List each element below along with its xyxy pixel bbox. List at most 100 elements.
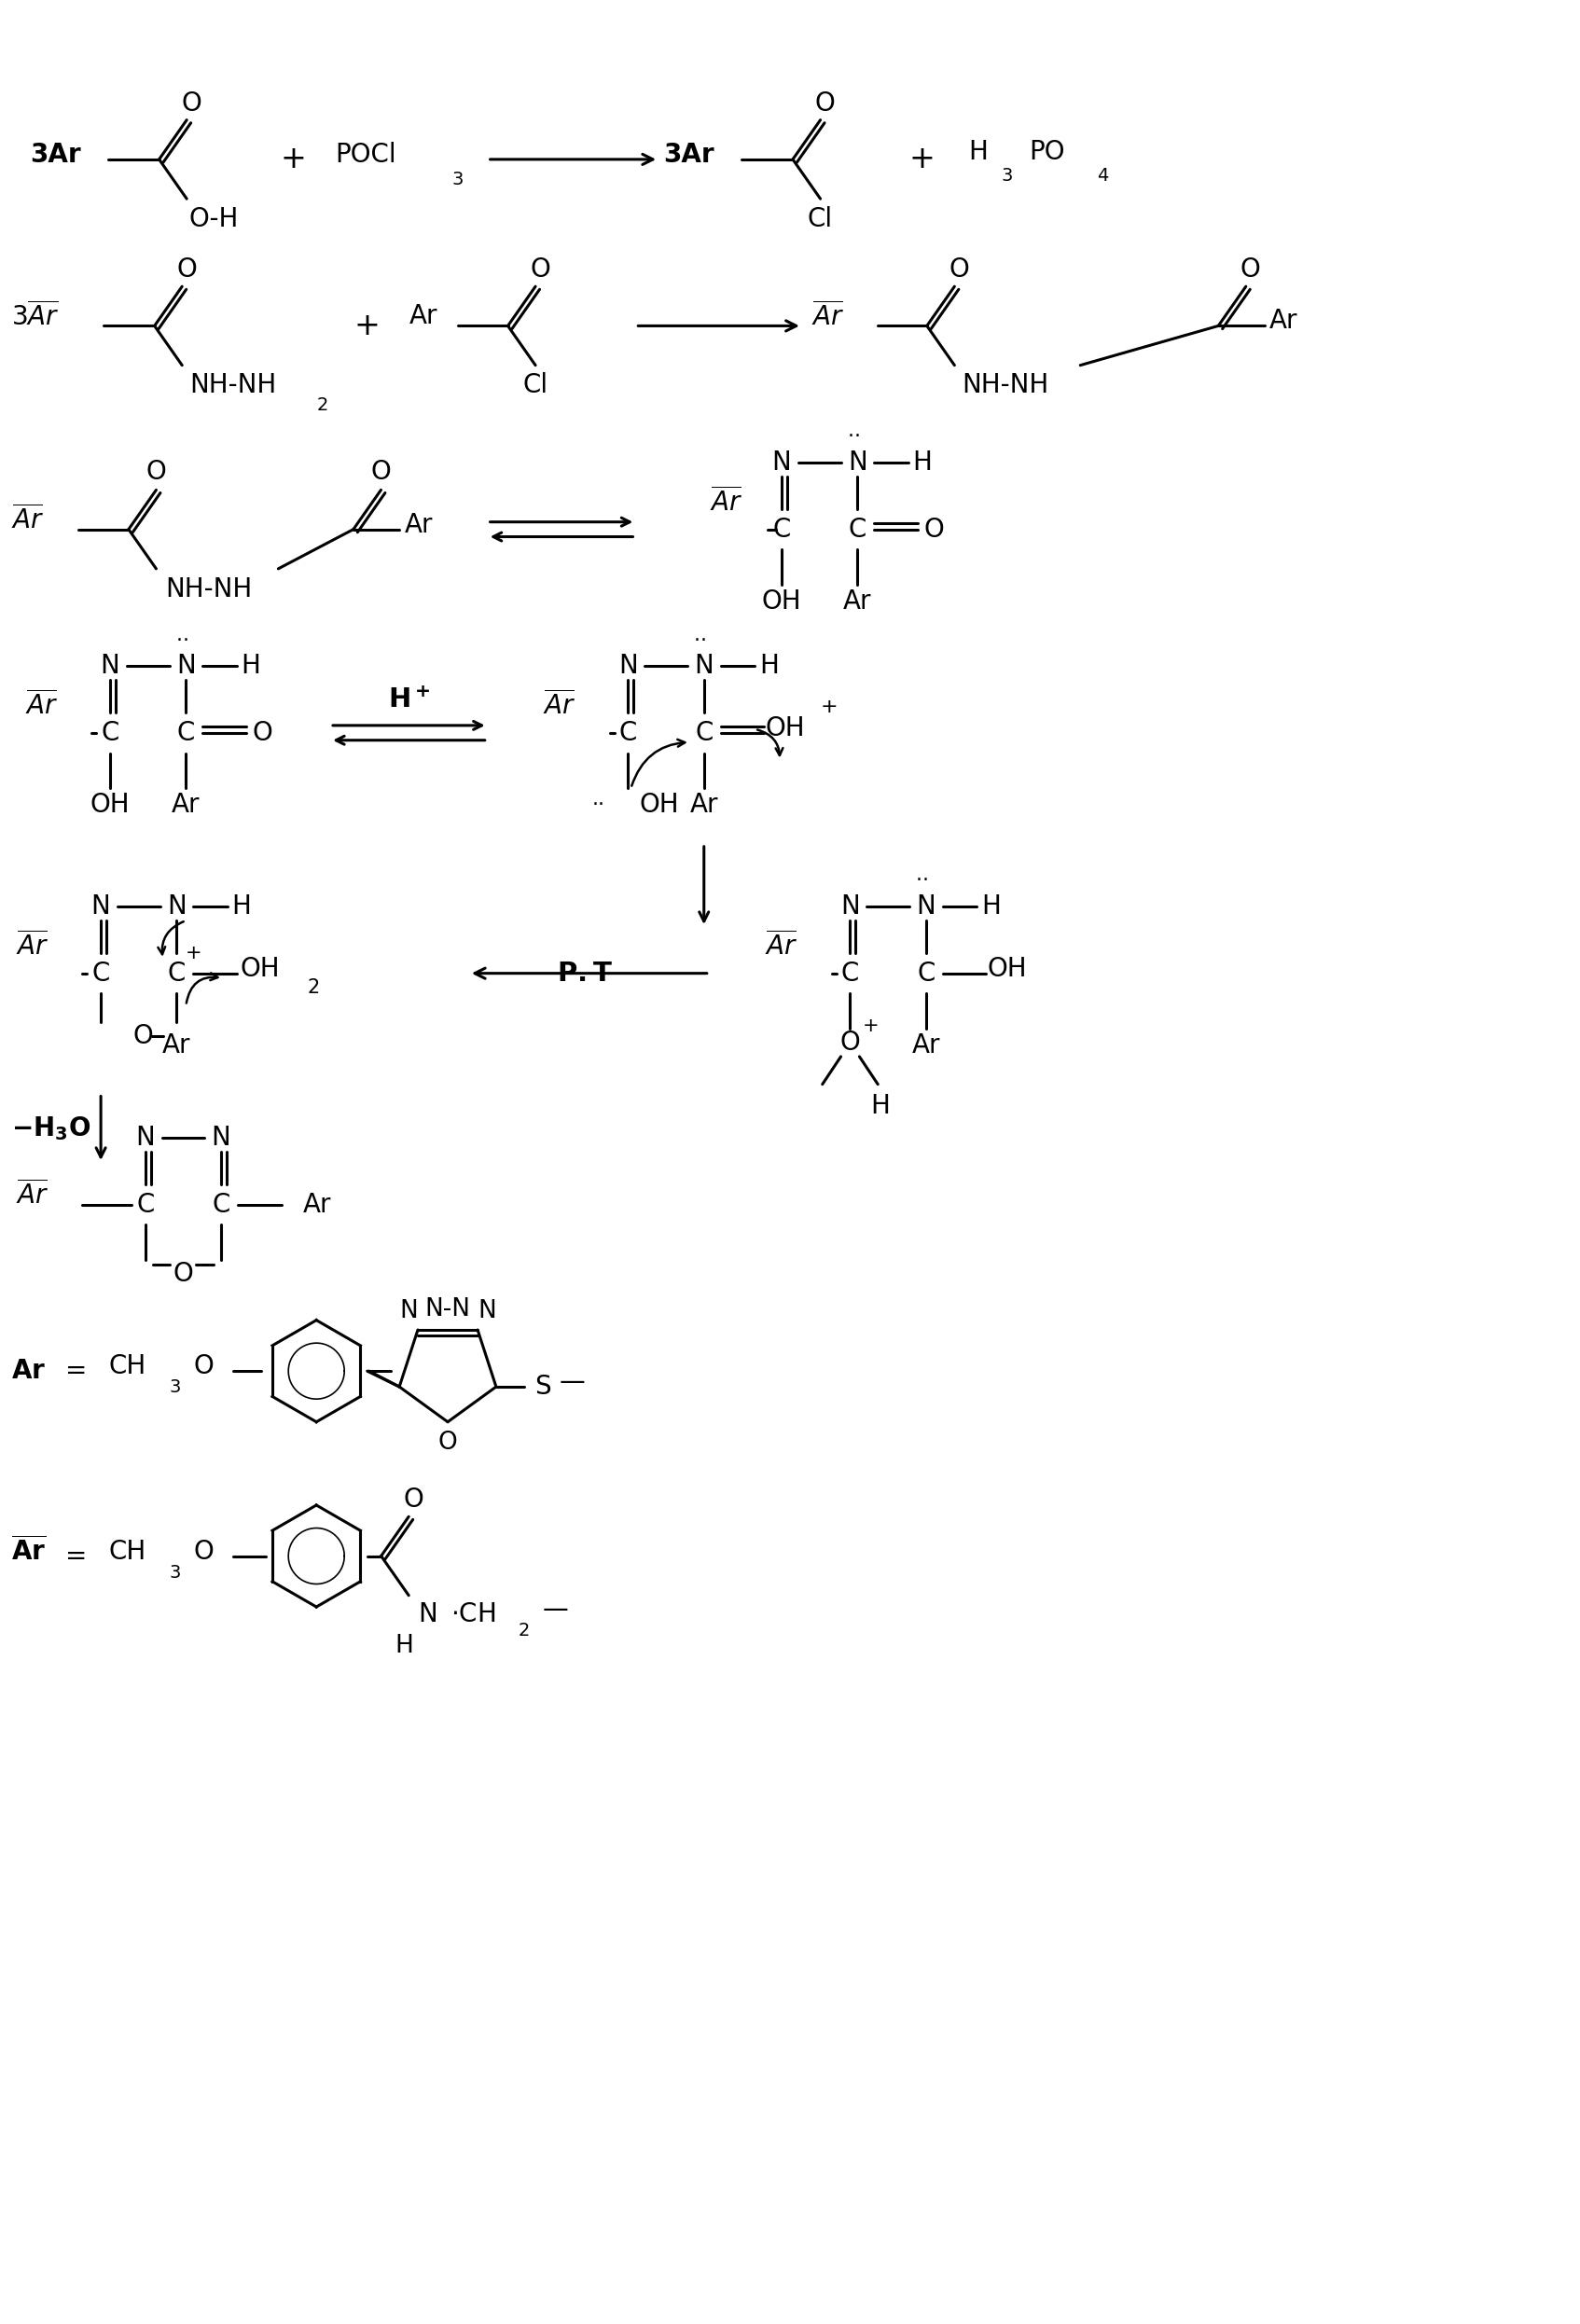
Text: $\overline{Ar}$: $\overline{Ar}$ (709, 486, 743, 516)
Text: ··: ·· (592, 795, 605, 813)
Text: N: N (400, 1299, 417, 1322)
Text: ··: ·· (848, 428, 867, 446)
Text: $\mathbf{-H_3O}$: $\mathbf{-H_3O}$ (11, 1116, 90, 1143)
Text: NH-NH: NH-NH (190, 372, 276, 400)
Text: Cl: Cl (807, 207, 833, 232)
Text: +: + (908, 144, 935, 174)
Text: O: O (1240, 256, 1261, 284)
Text: O: O (145, 458, 166, 483)
Text: N: N (136, 1125, 155, 1150)
Text: N: N (92, 895, 111, 920)
Text: C: C (916, 960, 935, 985)
Text: N: N (419, 1601, 438, 1627)
Text: CH: CH (109, 1353, 145, 1380)
Text: C: C (92, 960, 111, 985)
Text: C: C (167, 960, 186, 985)
Text: 3: 3 (169, 1564, 180, 1583)
Text: Ar: Ar (172, 792, 201, 818)
Text: Ar: Ar (163, 1032, 191, 1057)
Text: +: + (185, 944, 202, 962)
Text: =: = (65, 1357, 87, 1385)
Text: O: O (193, 1538, 213, 1564)
Text: 3Ar: 3Ar (30, 142, 81, 167)
Text: OH: OH (765, 716, 806, 741)
Text: 3: 3 (452, 172, 463, 188)
Text: $\overline{Ar}$: $\overline{Ar}$ (25, 690, 58, 720)
Text: OH: OH (240, 955, 280, 981)
Text: $\mathbf{P.T}$: $\mathbf{P.T}$ (556, 960, 613, 985)
Text: O: O (950, 256, 969, 284)
Text: H: H (242, 653, 261, 679)
Text: O: O (253, 720, 273, 746)
Text: +: + (820, 697, 837, 716)
Text: N: N (167, 895, 186, 920)
Text: +: + (280, 144, 307, 174)
Text: 3: 3 (1002, 167, 1013, 186)
Text: H: H (871, 1092, 890, 1118)
Text: $\mathbf{Ar}$: $\mathbf{Ar}$ (11, 1357, 46, 1385)
Text: $\mathbf{H^+}$: $\mathbf{H^+}$ (387, 688, 430, 713)
Text: O: O (182, 91, 202, 116)
Text: N: N (773, 449, 792, 476)
Text: Ar: Ar (404, 511, 433, 537)
Text: O-H: O-H (188, 207, 239, 232)
Text: C: C (177, 720, 194, 746)
Text: H: H (395, 1634, 414, 1659)
Text: —: — (559, 1369, 585, 1394)
Text: 3: 3 (169, 1378, 180, 1397)
Text: N: N (212, 1125, 231, 1150)
Text: O: O (177, 256, 198, 284)
Text: C: C (212, 1192, 231, 1218)
Text: Ar: Ar (690, 792, 719, 818)
Text: O: O (403, 1487, 423, 1513)
Text: $\overline{\mathbf{Ar}}$: $\overline{\mathbf{Ar}}$ (11, 1536, 46, 1566)
Text: H: H (232, 895, 251, 920)
Text: O: O (924, 516, 945, 541)
Text: $3\overline{Ar}$: $3\overline{Ar}$ (11, 302, 58, 332)
Text: ··: ·· (916, 872, 935, 890)
Text: $\overline{Ar}$: $\overline{Ar}$ (16, 1181, 49, 1211)
Text: C: C (773, 516, 790, 541)
Text: OH: OH (90, 792, 130, 818)
Text: O: O (815, 91, 836, 116)
Text: H: H (981, 895, 1000, 920)
Text: O: O (438, 1429, 457, 1455)
Text: OH: OH (762, 588, 801, 614)
Text: H: H (758, 653, 779, 679)
Text: C: C (136, 1192, 155, 1218)
Text: OH: OH (640, 792, 679, 818)
Text: N: N (848, 449, 867, 476)
Text: NH-NH: NH-NH (962, 372, 1049, 400)
Text: N: N (618, 653, 638, 679)
Text: Ar: Ar (844, 588, 872, 614)
Text: Ar: Ar (302, 1192, 330, 1218)
Text: +: + (863, 1016, 878, 1037)
Text: Cl: Cl (523, 372, 548, 400)
Text: $\overline{Ar}$: $\overline{Ar}$ (544, 690, 577, 720)
Text: O: O (529, 256, 550, 284)
Text: N: N (101, 653, 120, 679)
Text: CH: CH (109, 1538, 145, 1564)
Text: N-N: N-N (425, 1297, 471, 1320)
Text: N: N (841, 895, 860, 920)
Text: ··: ·· (694, 632, 714, 651)
Text: N: N (694, 653, 714, 679)
Text: PO: PO (1029, 139, 1065, 165)
Text: O: O (371, 458, 392, 483)
Text: C: C (619, 720, 637, 746)
Text: OH: OH (988, 955, 1027, 981)
Text: O: O (133, 1023, 153, 1048)
Text: $\overline{Ar}$: $\overline{Ar}$ (16, 932, 49, 960)
Text: 4: 4 (1097, 167, 1109, 186)
Text: 2: 2 (318, 395, 329, 414)
Text: N: N (916, 895, 935, 920)
Text: C: C (848, 516, 866, 541)
Text: O: O (174, 1262, 193, 1287)
Text: S: S (534, 1373, 550, 1399)
Text: $\overline{Ar}$: $\overline{Ar}$ (811, 302, 844, 332)
Text: H: H (913, 449, 932, 476)
Text: O: O (841, 1030, 860, 1055)
Text: NH-NH: NH-NH (166, 576, 253, 602)
Text: H: H (969, 139, 988, 165)
Text: Ar: Ar (912, 1032, 940, 1057)
